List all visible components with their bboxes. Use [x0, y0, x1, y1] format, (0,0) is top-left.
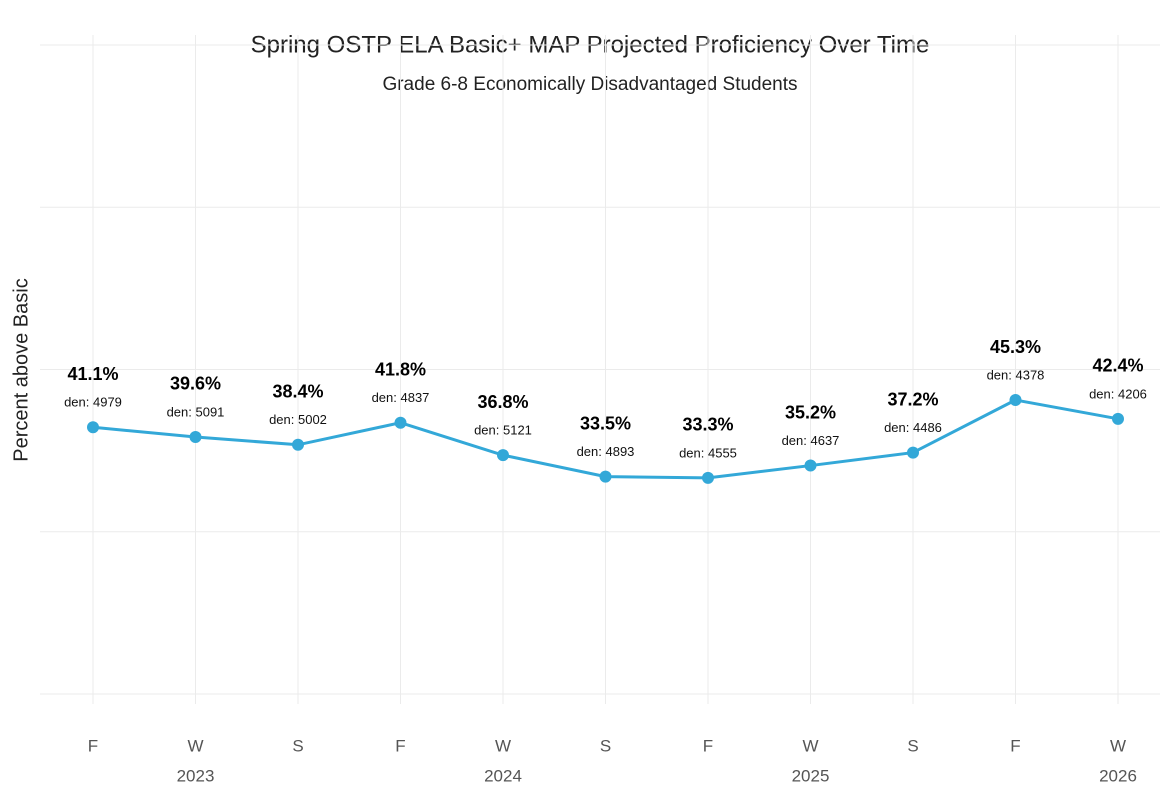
value-label: 37.2% [887, 389, 938, 409]
den-label: den: 5002 [269, 412, 327, 427]
x-tick-label: S [600, 736, 611, 755]
den-label: den: 5091 [167, 404, 225, 419]
point [599, 470, 612, 483]
x-tick-label: W [495, 736, 511, 755]
x-tick-label: F [703, 736, 713, 755]
point [1112, 412, 1124, 425]
x-tick-label: F [88, 736, 98, 755]
den-label: den: 4637 [782, 433, 840, 448]
den-label: den: 4555 [679, 445, 737, 460]
value-label: 33.5% [580, 413, 631, 433]
chart-subtitle: Grade 6-8 Economically Disadvantaged Stu… [382, 74, 797, 95]
x-tick-label: F [1010, 736, 1020, 755]
den-label: den: 4486 [884, 420, 942, 435]
value-label: 41.8% [375, 359, 426, 379]
value-label: 33.3% [682, 415, 733, 435]
x-tick-label: W [802, 736, 818, 755]
point [702, 471, 714, 484]
x-group-label: 2024 [484, 766, 522, 785]
den-label: den: 4979 [64, 395, 122, 410]
point [497, 449, 509, 462]
point [907, 446, 919, 459]
den-label: den: 4206 [1089, 386, 1147, 401]
x-group-label: 2025 [792, 766, 830, 785]
point [804, 459, 817, 472]
x-tick-label: F [395, 736, 405, 755]
value-label: 42.4% [1092, 356, 1143, 376]
value-label: 39.6% [170, 374, 221, 394]
value-label: 36.8% [477, 392, 528, 412]
den-label: den: 4837 [372, 390, 430, 405]
x-tick-label: S [292, 736, 303, 755]
x-tick-label: S [907, 736, 918, 755]
x-group-label: 2026 [1099, 766, 1137, 785]
point [87, 421, 99, 434]
den-label: den: 5121 [474, 423, 532, 438]
value-label: 38.4% [272, 382, 323, 402]
x-tick-label: W [187, 736, 203, 755]
point [394, 416, 407, 429]
x-group-label: 2023 [177, 766, 215, 785]
den-label: den: 4893 [577, 444, 635, 459]
point [189, 430, 202, 443]
value-label: 45.3% [990, 337, 1041, 357]
point [292, 438, 304, 451]
y-axis-label: Percent above Basic [10, 278, 32, 461]
x-tick-label: W [1110, 736, 1126, 755]
value-label: 35.2% [785, 402, 836, 422]
den-label: den: 4378 [987, 367, 1045, 382]
value-label: 41.1% [67, 364, 118, 384]
point [1009, 394, 1022, 407]
